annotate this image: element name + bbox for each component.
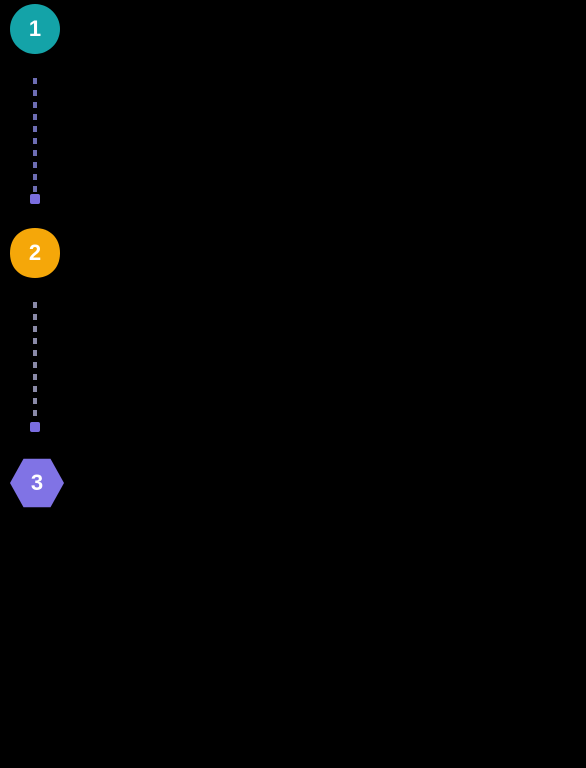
step-badge-2: 2: [10, 228, 60, 278]
step-badge-3: 3: [10, 456, 64, 510]
connector-end-dot: [30, 422, 40, 432]
step-label-2: 2: [29, 240, 41, 266]
connector-line: [33, 78, 37, 200]
connector-2-to-3: [33, 302, 37, 428]
step-label-1: 1: [29, 16, 41, 42]
connector-end-dot: [30, 194, 40, 204]
step-label-3: 3: [31, 470, 43, 496]
connector-line: [33, 302, 37, 428]
connector-1-to-2: [33, 78, 37, 200]
step-badge-1: 1: [10, 4, 60, 54]
